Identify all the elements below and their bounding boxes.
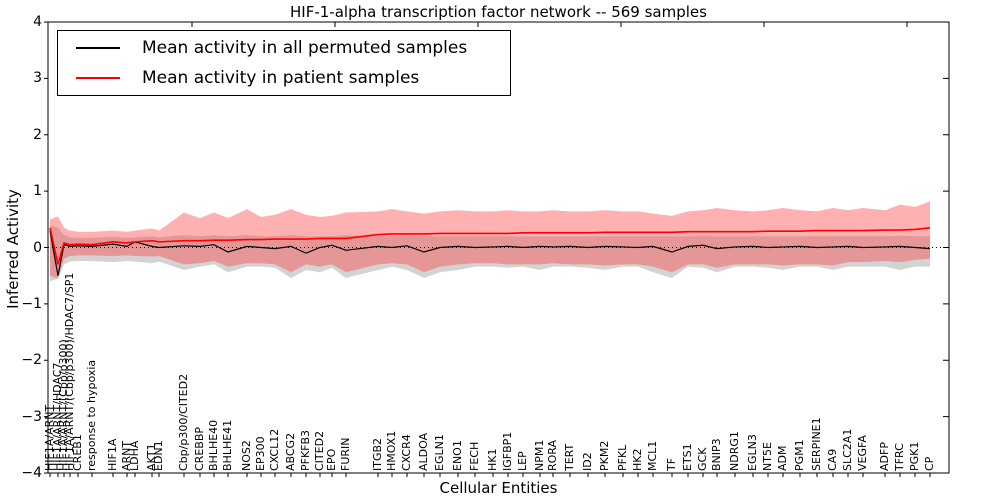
legend-row-permuted: Mean activity in all permuted samples xyxy=(58,33,510,63)
x-tick-label: IGFBP1 xyxy=(501,431,514,471)
x-tick-label: PFKL xyxy=(616,444,629,471)
x-tick-label: EPO xyxy=(325,448,338,471)
x-tick-label: PKM2 xyxy=(598,440,611,471)
y-tick-label: 3 xyxy=(33,70,42,87)
legend-label-permuted: Mean activity in all permuted samples xyxy=(142,38,468,58)
x-tick-label: NDRG1 xyxy=(728,431,741,471)
x-tick-label: MCL1 xyxy=(646,440,659,471)
x-tick-label: LEP xyxy=(516,451,529,471)
patient-line-sample xyxy=(76,77,120,79)
x-tick-label: ENO1 xyxy=(451,440,464,471)
x-tick-label: EGLN3 xyxy=(746,434,759,471)
x-tick-label: FECH xyxy=(468,441,481,471)
y-tick-label: −1 xyxy=(21,295,42,312)
y-tick-label: 1 xyxy=(33,183,42,200)
x-tick-label: Cbp/p300/CITED2 xyxy=(177,373,190,471)
y-tick-label: 2 xyxy=(33,126,42,143)
permuted-mean-line xyxy=(49,230,931,276)
x-tick-label: HK2 xyxy=(631,448,644,471)
x-tick-label: PGK1 xyxy=(908,441,921,471)
x-tick-label: ETS1 xyxy=(681,443,694,471)
x-tick-label: EP300 xyxy=(254,436,267,471)
x-tick-label: RORA xyxy=(546,439,559,471)
x-tick-label: ID2 xyxy=(581,452,594,471)
y-tick-label: 0 xyxy=(33,239,42,256)
x-tick-label: CP xyxy=(923,456,936,471)
x-tick-label: TFRC xyxy=(893,443,906,471)
x-axis-label: Cellular Entities xyxy=(439,479,558,497)
x-tick-label: HK1 xyxy=(486,448,499,471)
x-tick-label: HIF1A xyxy=(106,438,119,471)
x-tick-label: CREBBP xyxy=(193,427,206,471)
x-tick-label: GCK xyxy=(696,447,709,471)
x-tick-label: BHLHE41 xyxy=(221,419,234,471)
x-tick-label: TF xyxy=(665,457,678,471)
x-tick-label: FURIN xyxy=(339,437,352,472)
x-tick-label: PGM1 xyxy=(793,439,806,471)
x-tick-label: ABCG2 xyxy=(284,432,297,471)
x-tick-label: response to hypoxia xyxy=(85,359,98,471)
x-tick-label: CREB1 xyxy=(71,434,84,471)
patient-band-area xyxy=(50,201,930,279)
y-tick-label: −3 xyxy=(21,408,42,425)
x-tick-label: CXCR4 xyxy=(400,434,413,471)
x-tick-label: CA9 xyxy=(826,448,839,471)
x-tick-label: NT5E xyxy=(761,442,774,471)
x-tick-label: ADFP xyxy=(878,442,891,471)
legend: Mean activity in all permuted samples Me… xyxy=(57,30,511,96)
x-tick-label: HMOX1 xyxy=(385,430,398,471)
x-tick-label: VEGFA xyxy=(856,435,869,471)
x-tick-label: SERPINE1 xyxy=(810,417,823,471)
x-tick-label: ITGB2 xyxy=(371,437,384,471)
y-tick-label: −4 xyxy=(21,465,42,481)
x-tick-label: EGLN1 xyxy=(433,434,446,471)
x-tick-label: NOS2 xyxy=(240,440,253,471)
x-tick-label: SLC2A1 xyxy=(841,428,854,471)
x-tick-label: BHLHE40 xyxy=(207,419,220,471)
chart-title: HIF-1-alpha transcription factor network… xyxy=(290,3,707,21)
legend-row-patient: Mean activity in patient samples xyxy=(58,63,510,93)
x-tick-label: LDHA xyxy=(128,440,141,471)
x-tick-label: PFKFB3 xyxy=(299,429,312,471)
x-tick-label: NPM1 xyxy=(533,439,546,471)
x-tick-label: TERT xyxy=(563,443,576,471)
permuted-line-sample xyxy=(76,47,120,49)
x-tick-label: CXCL12 xyxy=(268,428,281,471)
y-tick-label: −2 xyxy=(21,352,42,369)
x-tick-label: ALDOA xyxy=(417,432,430,471)
patient-mean-line xyxy=(49,226,931,265)
x-tick-label: ADM xyxy=(776,445,789,472)
x-tick-label: BNIP3 xyxy=(710,438,723,471)
x-tick-label: EDN1 xyxy=(152,440,165,471)
y-tick-label: 4 xyxy=(33,14,42,30)
legend-label-patient: Mean activity in patient samples xyxy=(142,68,420,88)
